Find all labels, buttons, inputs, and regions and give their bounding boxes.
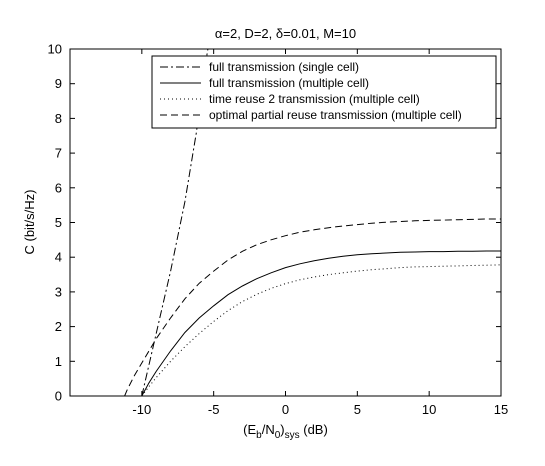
y-tick-label: 8 <box>55 111 62 126</box>
series-line-solid <box>141 250 501 396</box>
legend-entry-label: full transmission (single cell) <box>209 60 359 74</box>
axis-ticks <box>70 48 502 397</box>
legend-entry-label: time reuse 2 transmission (multiple cell… <box>209 92 420 106</box>
y-tick-label: 6 <box>55 180 62 195</box>
axis-tick-labels: -10 -5 0 5 10 15 0 1 2 3 4 5 6 7 8 9 10 <box>48 42 509 418</box>
y-tick-label: 3 <box>55 284 62 299</box>
x-label-sub-sys: sys <box>285 430 300 441</box>
x-tick-label: 15 <box>494 402 508 417</box>
legend-box <box>151 55 497 129</box>
legend-entry-label: full transmission (multiple cell) <box>209 76 369 90</box>
chart-title: α=2, D=2, δ=0.01, M=10 <box>215 26 356 41</box>
y-tick-label: 5 <box>55 215 62 230</box>
y-tick-label: 10 <box>48 42 62 57</box>
series-line-dashed <box>124 218 501 396</box>
y-tick-label: 2 <box>55 319 62 334</box>
x-axis-label: (Eb/N0)sys (dB) <box>243 422 328 441</box>
y-tick-label: 1 <box>55 354 62 369</box>
x-label-unit: (dB) <box>300 422 328 437</box>
x-tick-label: 5 <box>354 402 361 417</box>
x-label-sub-b: b <box>256 430 262 441</box>
legend-entry-label: optimal partial reuse transmission (mult… <box>209 108 462 122</box>
x-label-mid: /N <box>262 422 275 437</box>
x-tick-label: 10 <box>422 402 436 417</box>
x-tick-label: -5 <box>208 402 220 417</box>
x-label-close: ) <box>280 422 284 437</box>
series-line-dash-dot <box>141 49 209 396</box>
legend: full transmission (single cell) full tran… <box>151 55 497 129</box>
y-tick-label: 9 <box>55 76 62 91</box>
y-axis-label: C (bit/s/Hz) <box>22 190 37 255</box>
y-tick-label: 4 <box>55 250 62 265</box>
x-label-base: (E <box>243 422 256 437</box>
y-tick-label: 7 <box>55 146 62 161</box>
x-label-sub-0: 0 <box>275 430 281 441</box>
series-line-dotted <box>141 264 501 396</box>
x-tick-label: -10 <box>132 402 151 417</box>
y-tick-label: 0 <box>55 389 62 404</box>
series-group <box>124 49 501 396</box>
x-tick-label: 0 <box>282 402 289 417</box>
